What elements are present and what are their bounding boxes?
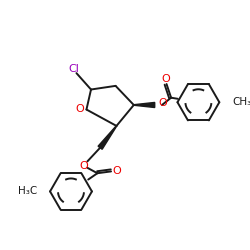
Text: O: O: [158, 98, 167, 108]
Text: H₃C: H₃C: [18, 186, 37, 196]
Text: O: O: [161, 74, 170, 84]
Text: O: O: [79, 161, 88, 171]
Text: O: O: [76, 104, 84, 114]
Text: O: O: [112, 166, 121, 175]
Text: CH₃: CH₃: [232, 97, 250, 107]
Polygon shape: [134, 102, 155, 108]
Polygon shape: [98, 126, 117, 149]
Text: Cl: Cl: [68, 64, 79, 74]
